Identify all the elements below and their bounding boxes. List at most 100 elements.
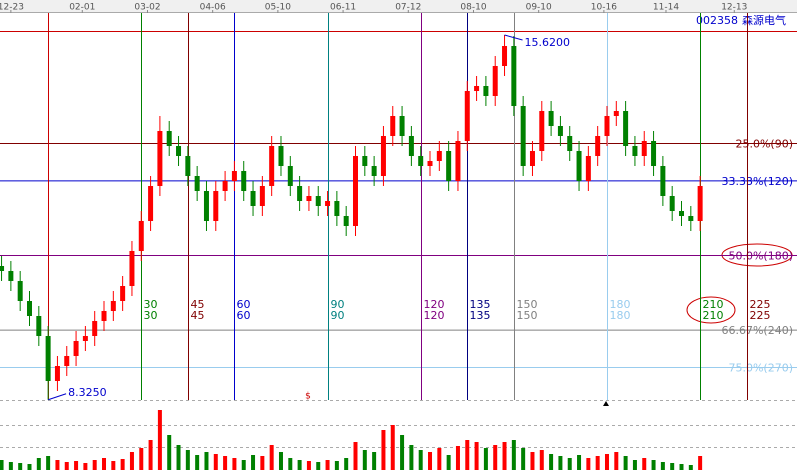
candle-body (315, 196, 321, 206)
candle-body (297, 186, 303, 201)
candle-body (697, 186, 703, 221)
candle-body (343, 216, 349, 226)
volume-bar (390, 425, 395, 470)
volume-bar (577, 455, 582, 470)
candle-body (446, 151, 452, 181)
stock-name: 森源电气 (742, 13, 786, 27)
volume-bar (64, 462, 69, 470)
cycle-label: 180 (610, 309, 631, 322)
volume-bar (92, 460, 97, 470)
candle-body (73, 341, 79, 356)
volume-bar (278, 452, 283, 470)
candle-body (129, 251, 135, 286)
volume-bar (465, 440, 470, 470)
candle-body (325, 201, 331, 206)
candle-body (679, 211, 685, 216)
candle-body (548, 111, 554, 126)
cycle-label: 45 (191, 298, 205, 311)
volume-bar (409, 445, 414, 470)
candle-body (231, 171, 237, 181)
stock-code: 002358 (696, 14, 738, 27)
volume-bar (129, 452, 134, 470)
volume-bar (241, 460, 246, 470)
candle-body (0, 266, 5, 271)
candle-body (203, 191, 209, 221)
date-label: 11-14 (653, 3, 679, 13)
volume-bar (167, 435, 172, 470)
volume-bar (102, 458, 107, 470)
candle-body (483, 86, 489, 96)
volume-bar (698, 456, 703, 470)
level-label: 25.0%(90) (735, 138, 793, 151)
volume-bar (8, 462, 13, 470)
candle-body (390, 116, 396, 136)
volume-bar (0, 460, 4, 470)
candle-body (259, 186, 265, 206)
volume-bar (46, 456, 51, 470)
volume-bar (157, 410, 162, 470)
candle-body (604, 116, 610, 136)
candle-body (632, 146, 638, 156)
candle-body (557, 126, 563, 136)
cycle-label: 210 (703, 298, 724, 311)
volume-bar (325, 460, 330, 470)
cycle-label: 225 (750, 298, 771, 311)
candle-body (455, 141, 461, 181)
volume-bar (18, 463, 23, 470)
highlight-ellipse (686, 296, 736, 324)
volume-bar (213, 454, 218, 470)
volume-bar (316, 462, 321, 470)
max-label: 15.6200 (525, 36, 571, 49)
date-label: 07-12 (395, 3, 421, 13)
volume-bar (679, 464, 684, 470)
candle-body (213, 191, 219, 221)
candle-body (101, 311, 107, 321)
volume-bar (632, 460, 637, 470)
volume-bar (586, 458, 591, 470)
volume-bar (288, 458, 293, 470)
volume-bar (455, 446, 460, 470)
candle-body (641, 141, 647, 156)
candle-body (418, 156, 424, 166)
volume-bar (232, 458, 237, 470)
candle-body (120, 286, 126, 301)
cycle-label: 90 (331, 298, 345, 311)
volume-bar (176, 445, 181, 470)
volume-bar (642, 458, 647, 470)
header-band (0, 0, 797, 12)
volume-bar (260, 456, 265, 470)
candle-body (539, 111, 545, 151)
candle-body (362, 156, 368, 166)
volume-bar (595, 456, 600, 470)
cycle-label: 120 (424, 298, 445, 311)
date-label: 09-10 (526, 3, 552, 13)
volume-bar (623, 456, 628, 470)
min-label: 8.3250 (68, 386, 107, 399)
volume-bar (558, 456, 563, 470)
candle-body (464, 91, 470, 141)
cursor-marker (603, 401, 609, 406)
candle-body (567, 136, 573, 151)
volume-bar (27, 464, 32, 470)
volume-bar (195, 455, 200, 470)
volume-bar (511, 440, 516, 470)
volume-bar (83, 463, 88, 470)
date-label: 02-01 (69, 3, 95, 13)
date-label: 05-10 (265, 3, 291, 13)
candle-body (427, 161, 433, 166)
volume-bar (651, 460, 656, 470)
volume-bar (530, 452, 535, 470)
volume-bar (604, 454, 609, 470)
volume-bar (120, 459, 125, 470)
volume-bar (446, 455, 451, 470)
candle-body (148, 186, 154, 221)
volume-bar (483, 448, 488, 470)
candle-body (595, 136, 601, 156)
candle-body (26, 301, 32, 316)
volume-bar (223, 456, 228, 470)
volume-bar (549, 454, 554, 470)
cycle-label: 90 (331, 309, 345, 322)
candle-body (651, 141, 657, 166)
cycle-label: 135 (470, 298, 491, 311)
min-pointer (47, 393, 67, 401)
